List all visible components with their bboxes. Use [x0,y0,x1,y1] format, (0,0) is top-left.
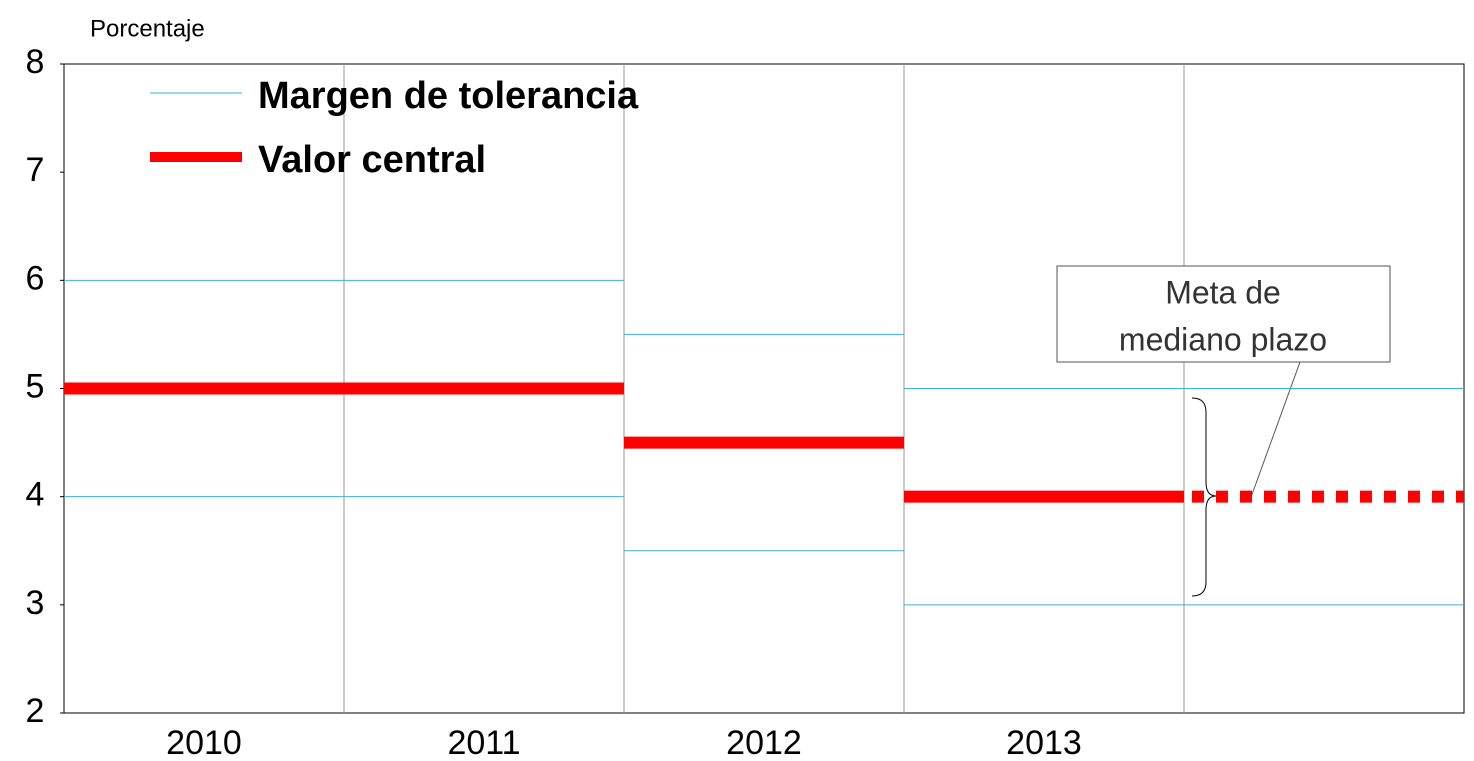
callout-line [1249,361,1301,501]
x-tick-label: 2011 [447,724,520,761]
annotation-box [1056,265,1391,363]
legend-label: Margen de tolerancia [258,75,639,117]
y-tick-label: 8 [26,43,45,81]
y-tick-label: 7 [26,151,45,189]
y-tick-label: 2 [26,692,45,730]
x-tick-label: 2013 [1006,724,1082,761]
annotation-text: Meta de [1165,274,1281,310]
y-axis-label: Porcentaje [90,15,205,42]
y-tick-label: 6 [26,259,45,297]
legend-label: Valor central [258,139,486,181]
y-tick-label: 3 [26,584,45,622]
y-tick-label: 4 [26,476,45,514]
x-tick-label: 2012 [726,724,802,761]
x-tick-label: 2010 [166,724,242,761]
y-tick-label: 5 [26,367,45,405]
annotation-text: mediano plazo [1119,321,1327,357]
